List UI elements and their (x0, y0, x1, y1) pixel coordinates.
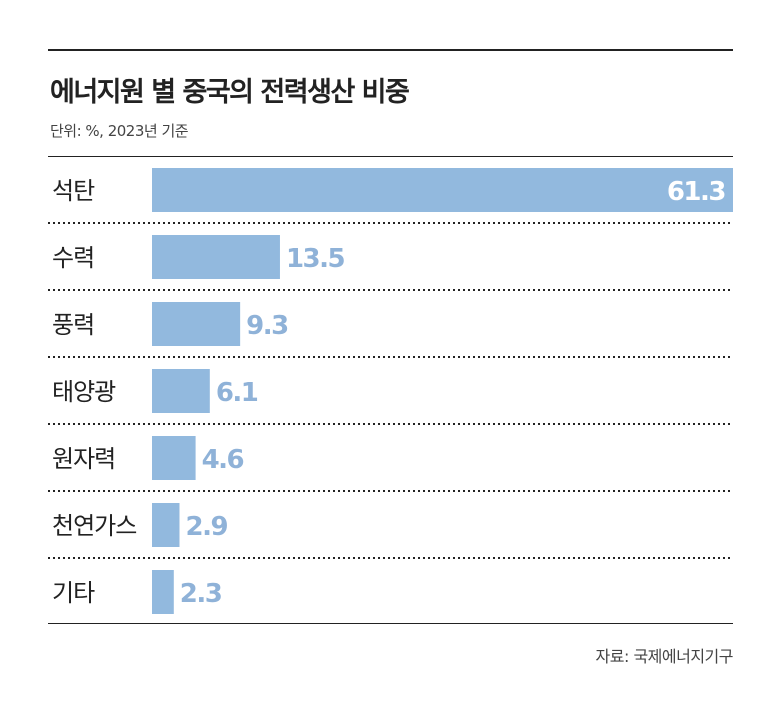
category-label: 원자력 (52, 445, 115, 473)
bar (152, 436, 196, 480)
header-rule (48, 156, 733, 157)
bar (152, 235, 280, 279)
bar (152, 369, 210, 413)
bar (152, 302, 241, 346)
chart-subtitle: 단위: %, 2023년 기준 (50, 122, 189, 140)
bottom-rule (48, 623, 733, 624)
source-note: 자료: 국제에너지기구 (595, 647, 734, 666)
bar (152, 168, 733, 212)
value-label: 4.6 (202, 445, 244, 475)
category-label: 천연가스 (52, 512, 136, 540)
category-label: 석탄 (52, 177, 95, 205)
bar (152, 570, 174, 614)
value-label: 2.9 (185, 512, 227, 542)
category-label: 기타 (52, 579, 95, 607)
category-label: 수력 (52, 244, 94, 272)
chart-title: 에너지원 별 중국의 전력생산 비중 (50, 77, 410, 108)
category-label: 태양광 (52, 378, 116, 406)
value-label: 13.5 (286, 244, 345, 274)
value-label: 61.3 (667, 177, 726, 207)
bar (152, 503, 180, 547)
value-label: 9.3 (246, 311, 288, 341)
category-label: 풍력 (52, 311, 94, 339)
value-label: 2.3 (180, 579, 222, 609)
value-label: 6.1 (216, 378, 258, 408)
top-rule (48, 49, 733, 51)
